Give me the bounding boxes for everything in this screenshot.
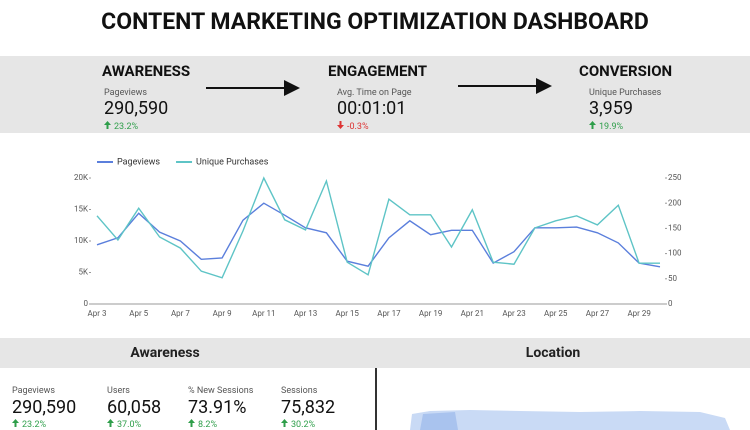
metric-value: 3,959 bbox=[589, 98, 634, 119]
change-value: 23.2% bbox=[22, 420, 47, 430]
y2-tick-label: 0 bbox=[668, 299, 673, 308]
metric-change: 8.2% bbox=[188, 419, 217, 430]
x-tick-label: Apr 7 bbox=[171, 309, 190, 318]
x-tick-label: Apr 21 bbox=[461, 309, 484, 318]
x-tick-label: Apr 11 bbox=[252, 309, 275, 318]
section-title: Location bbox=[525, 345, 581, 361]
trend-icon bbox=[281, 419, 288, 427]
trend-icon bbox=[589, 121, 596, 129]
change-value: -0.3% bbox=[347, 122, 369, 132]
change-value: 23.2% bbox=[114, 122, 139, 132]
y-tick-label: 10K bbox=[74, 236, 89, 245]
x-tick-label: Apr 5 bbox=[129, 309, 148, 318]
change-value: 8.2% bbox=[198, 420, 218, 430]
y2-tick-label: 50 bbox=[668, 274, 677, 283]
metric-value: 290,590 bbox=[104, 98, 169, 119]
y2-tick-label: 200 bbox=[668, 198, 682, 207]
map-region bbox=[420, 412, 458, 430]
stage-title: AWARENESS bbox=[102, 62, 191, 80]
trend-icon bbox=[104, 121, 111, 129]
page-title: CONTENT MARKETING OPTIMIZATION DASHBOARD bbox=[101, 8, 649, 35]
change-value: 30.2% bbox=[291, 420, 316, 430]
y-tick-label: 15K bbox=[74, 205, 89, 214]
stage-title: ENGAGEMENT bbox=[328, 62, 428, 80]
metric-value: 75,832 bbox=[281, 397, 336, 418]
metric-label: Avg. Time on Page bbox=[337, 88, 412, 98]
metric-label: Sessions bbox=[281, 386, 318, 396]
metric-value: 00:01:01 bbox=[337, 98, 407, 119]
trend-icon bbox=[12, 419, 19, 427]
legend-label: Pageviews bbox=[117, 157, 160, 167]
metric-change: 23.2% bbox=[104, 121, 138, 132]
x-tick-label: Apr 23 bbox=[502, 309, 525, 318]
metric-change: 30.2% bbox=[281, 419, 315, 430]
y-tick-label: 5K bbox=[78, 268, 88, 277]
x-tick-label: Apr 3 bbox=[88, 309, 107, 318]
legend-label: Unique Purchases bbox=[196, 157, 269, 167]
metric-change: 19.9% bbox=[589, 121, 623, 132]
y-tick-label: 0 bbox=[84, 299, 89, 308]
trend-icon bbox=[188, 419, 195, 427]
divider bbox=[375, 368, 377, 430]
metric-change: 37.0% bbox=[107, 419, 141, 430]
y2-tick-label: 100 bbox=[668, 249, 682, 258]
x-tick-label: Apr 13 bbox=[294, 309, 317, 318]
metric-value: 60,058 bbox=[107, 397, 162, 418]
x-tick-label: Apr 15 bbox=[336, 309, 360, 318]
y2-tick-label: 150 bbox=[668, 224, 682, 233]
metric-change: 23.2% bbox=[12, 419, 46, 430]
change-value: 19.9% bbox=[599, 122, 624, 132]
section-header-band bbox=[0, 338, 750, 368]
metric-label: Pageviews bbox=[104, 88, 148, 98]
x-tick-label: Apr 27 bbox=[586, 309, 610, 318]
metric-label: Pageviews bbox=[12, 386, 56, 396]
x-tick-label: Apr 19 bbox=[419, 309, 442, 318]
x-tick-label: Apr 29 bbox=[627, 309, 650, 318]
metric-label: Unique Purchases bbox=[589, 88, 662, 98]
x-tick-label: Apr 25 bbox=[544, 309, 568, 318]
metric-label: Users bbox=[107, 386, 130, 396]
y-tick-label: 20K bbox=[74, 173, 89, 182]
stage-title: CONVERSION bbox=[579, 62, 673, 80]
x-tick-label: Apr 9 bbox=[213, 309, 232, 318]
metric-label: % New Sessions bbox=[188, 386, 254, 396]
series-line bbox=[96, 176, 660, 279]
metric-value: 73.91% bbox=[188, 397, 247, 418]
trend-icon bbox=[337, 121, 344, 129]
metric-value: 290,590 bbox=[12, 397, 77, 418]
metric-change: -0.3% bbox=[337, 121, 369, 132]
funnel-band bbox=[0, 56, 750, 133]
section-title: Awareness bbox=[130, 345, 200, 361]
trend-icon bbox=[107, 419, 114, 427]
x-tick-label: Apr 17 bbox=[377, 309, 401, 318]
map-region bbox=[410, 410, 730, 430]
change-value: 37.0% bbox=[117, 420, 142, 430]
y2-tick-label: 250 bbox=[668, 173, 682, 182]
series-line bbox=[96, 202, 661, 268]
